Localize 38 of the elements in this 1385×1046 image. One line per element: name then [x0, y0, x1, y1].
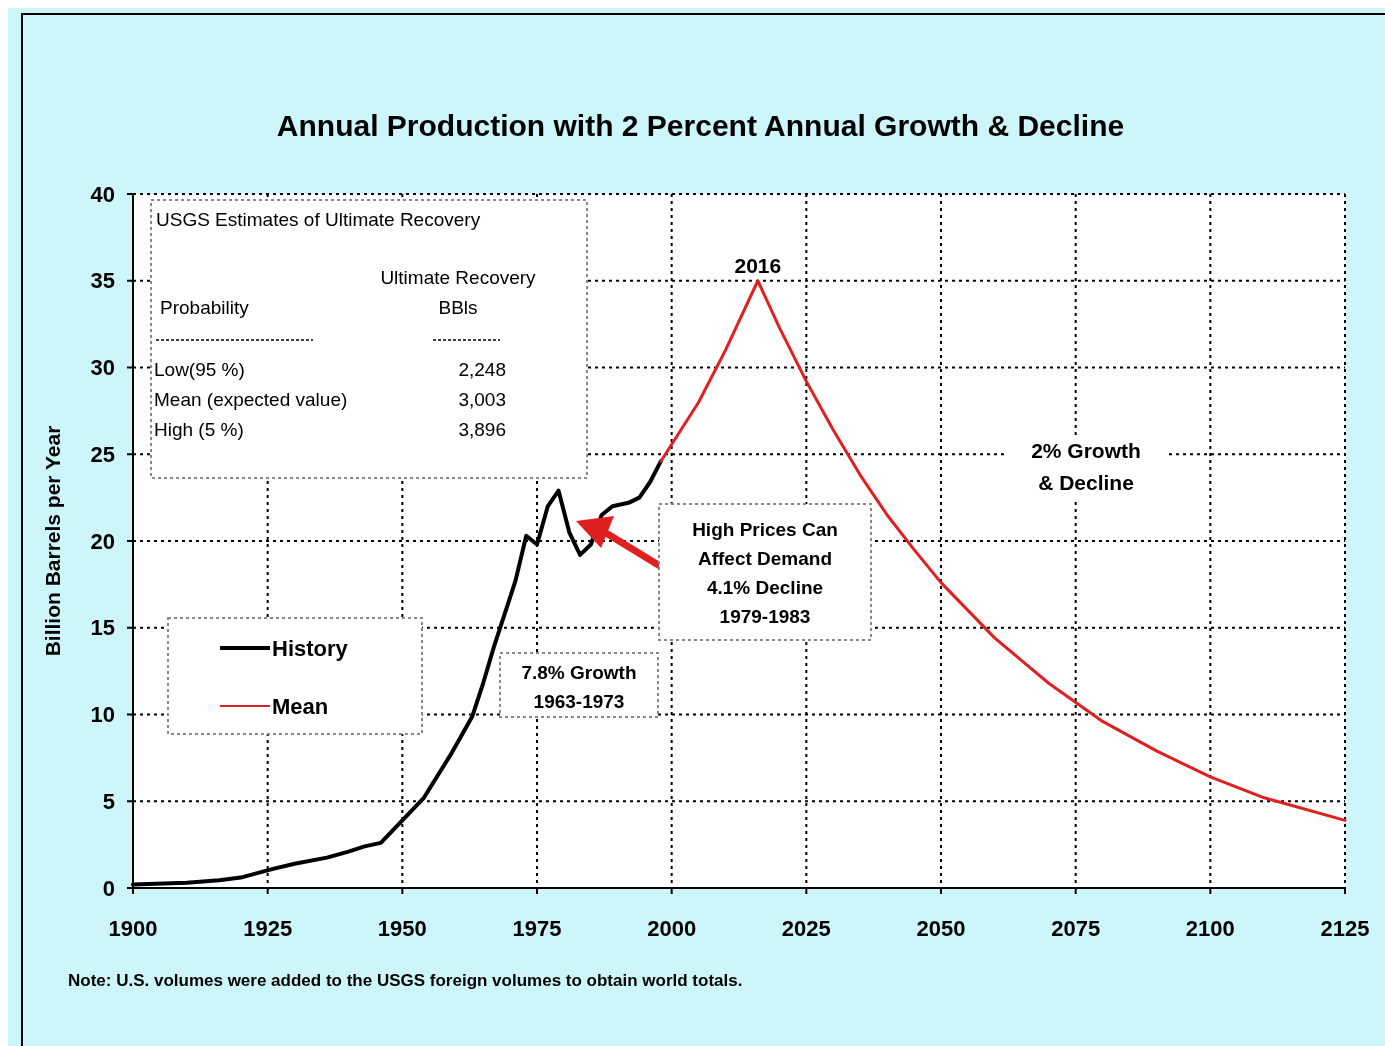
- legend-label: Mean: [272, 693, 329, 719]
- x-tick-label: 2050: [916, 916, 966, 941]
- y-tick-label: 20: [90, 528, 115, 554]
- x-tick-label: 1925: [243, 916, 293, 941]
- annotation: High (5 %): [154, 419, 244, 440]
- y-tick-label: 40: [90, 181, 115, 207]
- annotation: 3,896: [458, 419, 506, 440]
- y-tick-label: 15: [90, 615, 115, 641]
- y-tick-label: 0: [102, 875, 115, 901]
- x-tick-label: 1975: [512, 916, 562, 941]
- annotation: 2% Growth & Decline: [1031, 439, 1141, 494]
- x-tick-label: 2000: [647, 916, 697, 941]
- x-tick-label: 2125: [1320, 916, 1370, 941]
- annotation: USGS Estimates of Ultimate Recovery: [156, 209, 481, 230]
- y-tick-label: 10: [90, 702, 115, 728]
- annotation: 2,248: [458, 359, 506, 380]
- x-tick-label: 2075: [1051, 916, 1101, 941]
- y-tick-label: 25: [90, 441, 115, 467]
- annotation: Low(95 %): [154, 359, 245, 380]
- chart-title: Annual Production with 2 Percent Annual Growth & Decline: [276, 109, 1125, 142]
- annotation: 3,003: [458, 389, 506, 410]
- y-tick-label: 5: [102, 788, 115, 814]
- annotation: 2016: [734, 253, 782, 277]
- y-tick-label: 35: [90, 268, 115, 294]
- x-tick-label: 2025: [781, 916, 831, 941]
- annotation: High Prices Can Affect Demand 4.1% Decline 1979-1983: [692, 519, 838, 627]
- x-tick-label: 2100: [1185, 916, 1235, 941]
- text: Note: U.S. volumes were added to the USGS foreign volumes to obtain world totals.: [68, 971, 743, 990]
- annotation: Ultimate Recovery BBls: [380, 267, 537, 318]
- y-axis-title: Billion Barrels per Year: [41, 425, 64, 657]
- annotation: 7.8% Growth 1963-1973: [521, 662, 637, 712]
- annotation: Mean (expected value): [154, 389, 348, 410]
- annotation: Probability: [160, 297, 250, 318]
- line-series: [659, 279, 1347, 822]
- y-tick-label: 30: [90, 355, 115, 381]
- legend-label: History: [272, 635, 349, 661]
- x-tick-label: 1900: [108, 916, 158, 941]
- x-tick-label: 1950: [377, 916, 427, 941]
